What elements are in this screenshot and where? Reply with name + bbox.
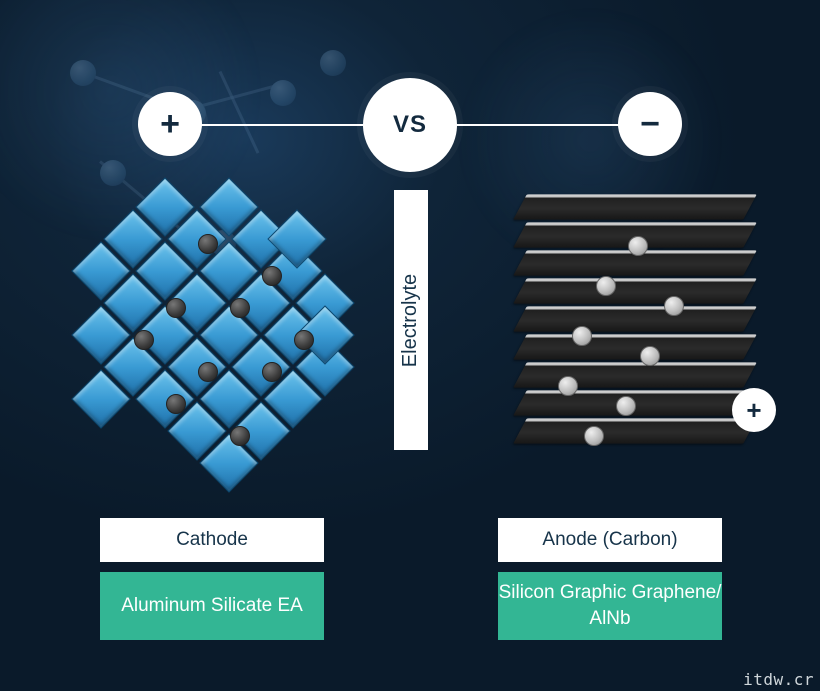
graphene-sheet [513, 334, 756, 359]
anode-ion [596, 276, 616, 296]
electrolyte-bar: Electrolyte [394, 190, 428, 450]
vs-label: VS [393, 111, 427, 139]
anode-ion [664, 296, 684, 316]
cathode-ion [166, 298, 186, 318]
cathode-ion [230, 426, 250, 446]
cathode-ion [294, 330, 314, 350]
anode-ion [616, 396, 636, 416]
graphene-sheet [513, 418, 756, 443]
cathode-label: Cathode [176, 529, 248, 551]
graphene-sheet [513, 362, 756, 387]
anode-material: Silicon Graphic Graphene/ AlNb [498, 580, 722, 631]
cathode-ion [262, 266, 282, 286]
cathode-ion [198, 362, 218, 382]
minus-sign: − [640, 105, 660, 144]
cathode-ion [134, 330, 154, 350]
cathode-material-box: Aluminum Silicate EA [100, 572, 324, 640]
graphene-sheet [513, 194, 756, 219]
cathode-ion [198, 234, 218, 254]
anode-material-box: Silicon Graphic Graphene/ AlNb [498, 572, 722, 640]
anode-ion [628, 236, 648, 256]
cathode-illustration [90, 180, 350, 460]
anode-label: Anode (Carbon) [542, 529, 677, 551]
anode-label-box: Anode (Carbon) [498, 518, 722, 562]
cathode-material: Aluminum Silicate EA [121, 593, 303, 619]
cathode-ion [230, 298, 250, 318]
anode-corner-plus: + [732, 388, 776, 432]
vs-circle: VS [363, 78, 457, 172]
graphene-sheet [513, 306, 756, 331]
anode-sign-circle: − [618, 92, 682, 156]
anode-ion [584, 426, 604, 446]
watermark: itdw.cr [743, 670, 814, 689]
anode-ion [558, 376, 578, 396]
anode-illustration: + [500, 180, 770, 460]
cathode-ion [166, 394, 186, 414]
plus-sign: + [160, 105, 180, 144]
anode-ion [640, 346, 660, 366]
graphene-sheet [513, 278, 756, 303]
cathode-ion [262, 362, 282, 382]
cathode-sign-circle: + [138, 92, 202, 156]
electrolyte-label: Electrolyte [400, 273, 423, 366]
diagram-stage: + VS − Electrolyte + Cathode Aluminum Si… [0, 0, 820, 691]
cathode-label-box: Cathode [100, 518, 324, 562]
anode-ion [572, 326, 592, 346]
